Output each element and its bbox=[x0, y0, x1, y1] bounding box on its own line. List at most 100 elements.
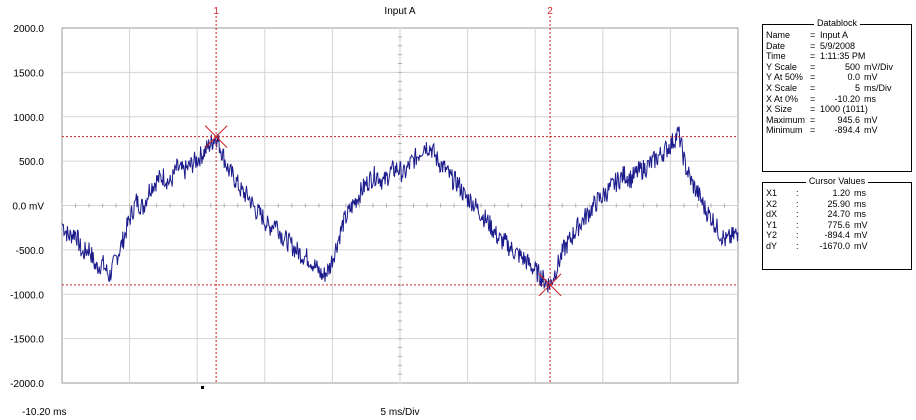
datablock-number: 945.6 bbox=[837, 114, 860, 125]
cursor-number: 1.20 bbox=[832, 188, 850, 198]
cursor-label: 2 bbox=[547, 6, 553, 17]
datablock-label: Date bbox=[766, 40, 786, 51]
cursor-row: Y1: 775.6 mV bbox=[763, 220, 911, 231]
cursor-number: 25.90 bbox=[827, 198, 850, 209]
cursor-number: -894.4 bbox=[824, 230, 850, 241]
cursor-unit: ms bbox=[854, 198, 866, 209]
y-tick-label: 1000.0 bbox=[13, 113, 44, 124]
datablock-unit: ms/Div bbox=[864, 82, 892, 93]
datablock-panel: Datablock Name = Input A Date = 5/9/2008 Time =… bbox=[762, 18, 912, 172]
datablock-number: 500 bbox=[844, 61, 860, 72]
cursor-eq: : bbox=[796, 209, 799, 220]
datablock-title: Datablock bbox=[813, 18, 861, 28]
cursor-eq: : bbox=[796, 219, 799, 230]
datablock-row: X At 0% = -10.20 ms bbox=[763, 94, 911, 105]
datablock-eq: = bbox=[810, 40, 816, 51]
datablock-eq: = bbox=[810, 93, 816, 104]
cursor-row: dY: -1670.0 mV bbox=[763, 241, 911, 252]
cursor-eq: : bbox=[796, 230, 799, 241]
datablock-row: X Size = 1000 (1011) bbox=[763, 104, 911, 115]
datablock-number: -10.20 bbox=[834, 93, 860, 104]
datablock-label: Y Scale bbox=[766, 61, 797, 72]
cursor-unit: mV bbox=[854, 240, 868, 251]
cursor-number: -1670.0 bbox=[819, 240, 850, 251]
datablock-label: Name bbox=[766, 30, 791, 40]
cursor-row: dX: 24.70 ms bbox=[763, 209, 911, 220]
datablock-value: 5/9/2008 bbox=[820, 40, 856, 51]
cursor-eq: : bbox=[796, 240, 799, 251]
datablock-eq: = bbox=[810, 104, 816, 115]
datablock-eq: = bbox=[810, 82, 816, 93]
datablock-row: X Scale = 5 ms/Div bbox=[763, 83, 911, 94]
y-tick-label: 1500.0 bbox=[13, 68, 44, 79]
series-line bbox=[61, 126, 739, 293]
datablock-eq: = bbox=[810, 61, 816, 72]
y-tick-label: -1500.0 bbox=[10, 335, 44, 346]
cursor-label: X1 bbox=[766, 188, 778, 198]
datablock-eq: = bbox=[810, 30, 816, 40]
datablock-row: Maximum = 945.6 mV bbox=[763, 115, 911, 126]
datablock-number: 5 bbox=[854, 82, 860, 93]
y-tick-label: -2000.0 bbox=[10, 379, 44, 390]
cursor-eq: : bbox=[796, 198, 799, 209]
cursor-number: 24.70 bbox=[827, 209, 850, 220]
datablock-row: Minimum = -894.4 mV bbox=[763, 125, 911, 136]
y-tick-label: 500.0 bbox=[19, 157, 44, 168]
datablock-unit: ms bbox=[864, 93, 876, 104]
datablock-unit: mV bbox=[864, 125, 878, 136]
cursor-label: X2 bbox=[766, 198, 778, 209]
datablock-label: Y At 50% bbox=[766, 72, 803, 83]
cursor-row: X1: 1.20 ms bbox=[763, 188, 911, 199]
cursor-label: dY bbox=[766, 240, 778, 251]
datablock-row: Time = 1:11:35 PM bbox=[763, 51, 911, 62]
cursor-unit: ms bbox=[854, 209, 866, 220]
cursor-label: Y2 bbox=[766, 230, 778, 241]
plot-grid bbox=[61, 27, 739, 384]
datablock-value: 1:11:35 PM bbox=[820, 51, 866, 62]
datablock-unit: mV bbox=[864, 72, 878, 83]
datablock-label: Time bbox=[766, 51, 786, 62]
y-axis-ticks: 2000.0 1500.0 1000.0 500.0 0.0 mV -500.0 -1000… bbox=[10, 24, 44, 390]
cursor-label: Y1 bbox=[766, 219, 778, 230]
cursor-row: X2: 25.90 ms bbox=[763, 199, 911, 210]
datablock-number: 0.0 bbox=[847, 72, 860, 83]
datablock-unit: mV/Div bbox=[864, 61, 893, 72]
cursor-unit: ms bbox=[854, 188, 866, 198]
cursor-unit: mV bbox=[854, 219, 868, 230]
datablock-label: Minimum bbox=[766, 125, 803, 136]
cursor-cross-mark bbox=[538, 273, 562, 297]
datablock-number: -894.4 bbox=[834, 125, 860, 136]
datablock-unit: mV bbox=[864, 114, 878, 125]
x-axis-label: 5 ms/Div bbox=[381, 407, 420, 418]
series-group bbox=[61, 126, 739, 293]
datablock-label: X Size bbox=[766, 104, 793, 115]
cursor-values-title: Cursor Values bbox=[805, 176, 869, 186]
datablock-row: Y Scale = 500 mV/Div bbox=[763, 62, 911, 73]
chart-title: Input A bbox=[384, 6, 415, 17]
cursor-label: 1 bbox=[213, 6, 219, 17]
y-tick-label: 0.0 mV bbox=[12, 202, 44, 213]
y-tick-label: -500.0 bbox=[16, 246, 45, 257]
datablock-value: Input A bbox=[820, 30, 849, 40]
datablock-eq: = bbox=[810, 114, 816, 125]
cursor-eq: : bbox=[796, 188, 799, 198]
trigger-marker bbox=[201, 386, 204, 389]
y-tick-label: -1000.0 bbox=[10, 290, 44, 301]
datablock-label: X At 0% bbox=[766, 93, 799, 104]
cursor-number: 775.6 bbox=[827, 219, 850, 230]
datablock-value: 1000 (1011) bbox=[820, 104, 868, 115]
datablock-eq: = bbox=[810, 51, 816, 62]
datablock-label: X Scale bbox=[766, 82, 798, 93]
cursor-row: Y2: -894.4 mV bbox=[763, 230, 911, 241]
datablock-row: Date = 5/9/2008 bbox=[763, 41, 911, 52]
cursor-unit: mV bbox=[854, 230, 868, 241]
cursor-values-panel: Cursor Values X1: 1.20 ms X2: 25.90 ms dX: 24.7… bbox=[762, 176, 912, 270]
datablock-label: Maximum bbox=[766, 114, 806, 125]
y-tick-label: 2000.0 bbox=[13, 24, 44, 35]
cursor-label: dX bbox=[766, 209, 778, 220]
x-start-label: -10.20 ms bbox=[22, 407, 66, 418]
datablock-eq: = bbox=[810, 72, 816, 83]
datablock-row: Y At 50% = 0.0 mV bbox=[763, 72, 911, 83]
